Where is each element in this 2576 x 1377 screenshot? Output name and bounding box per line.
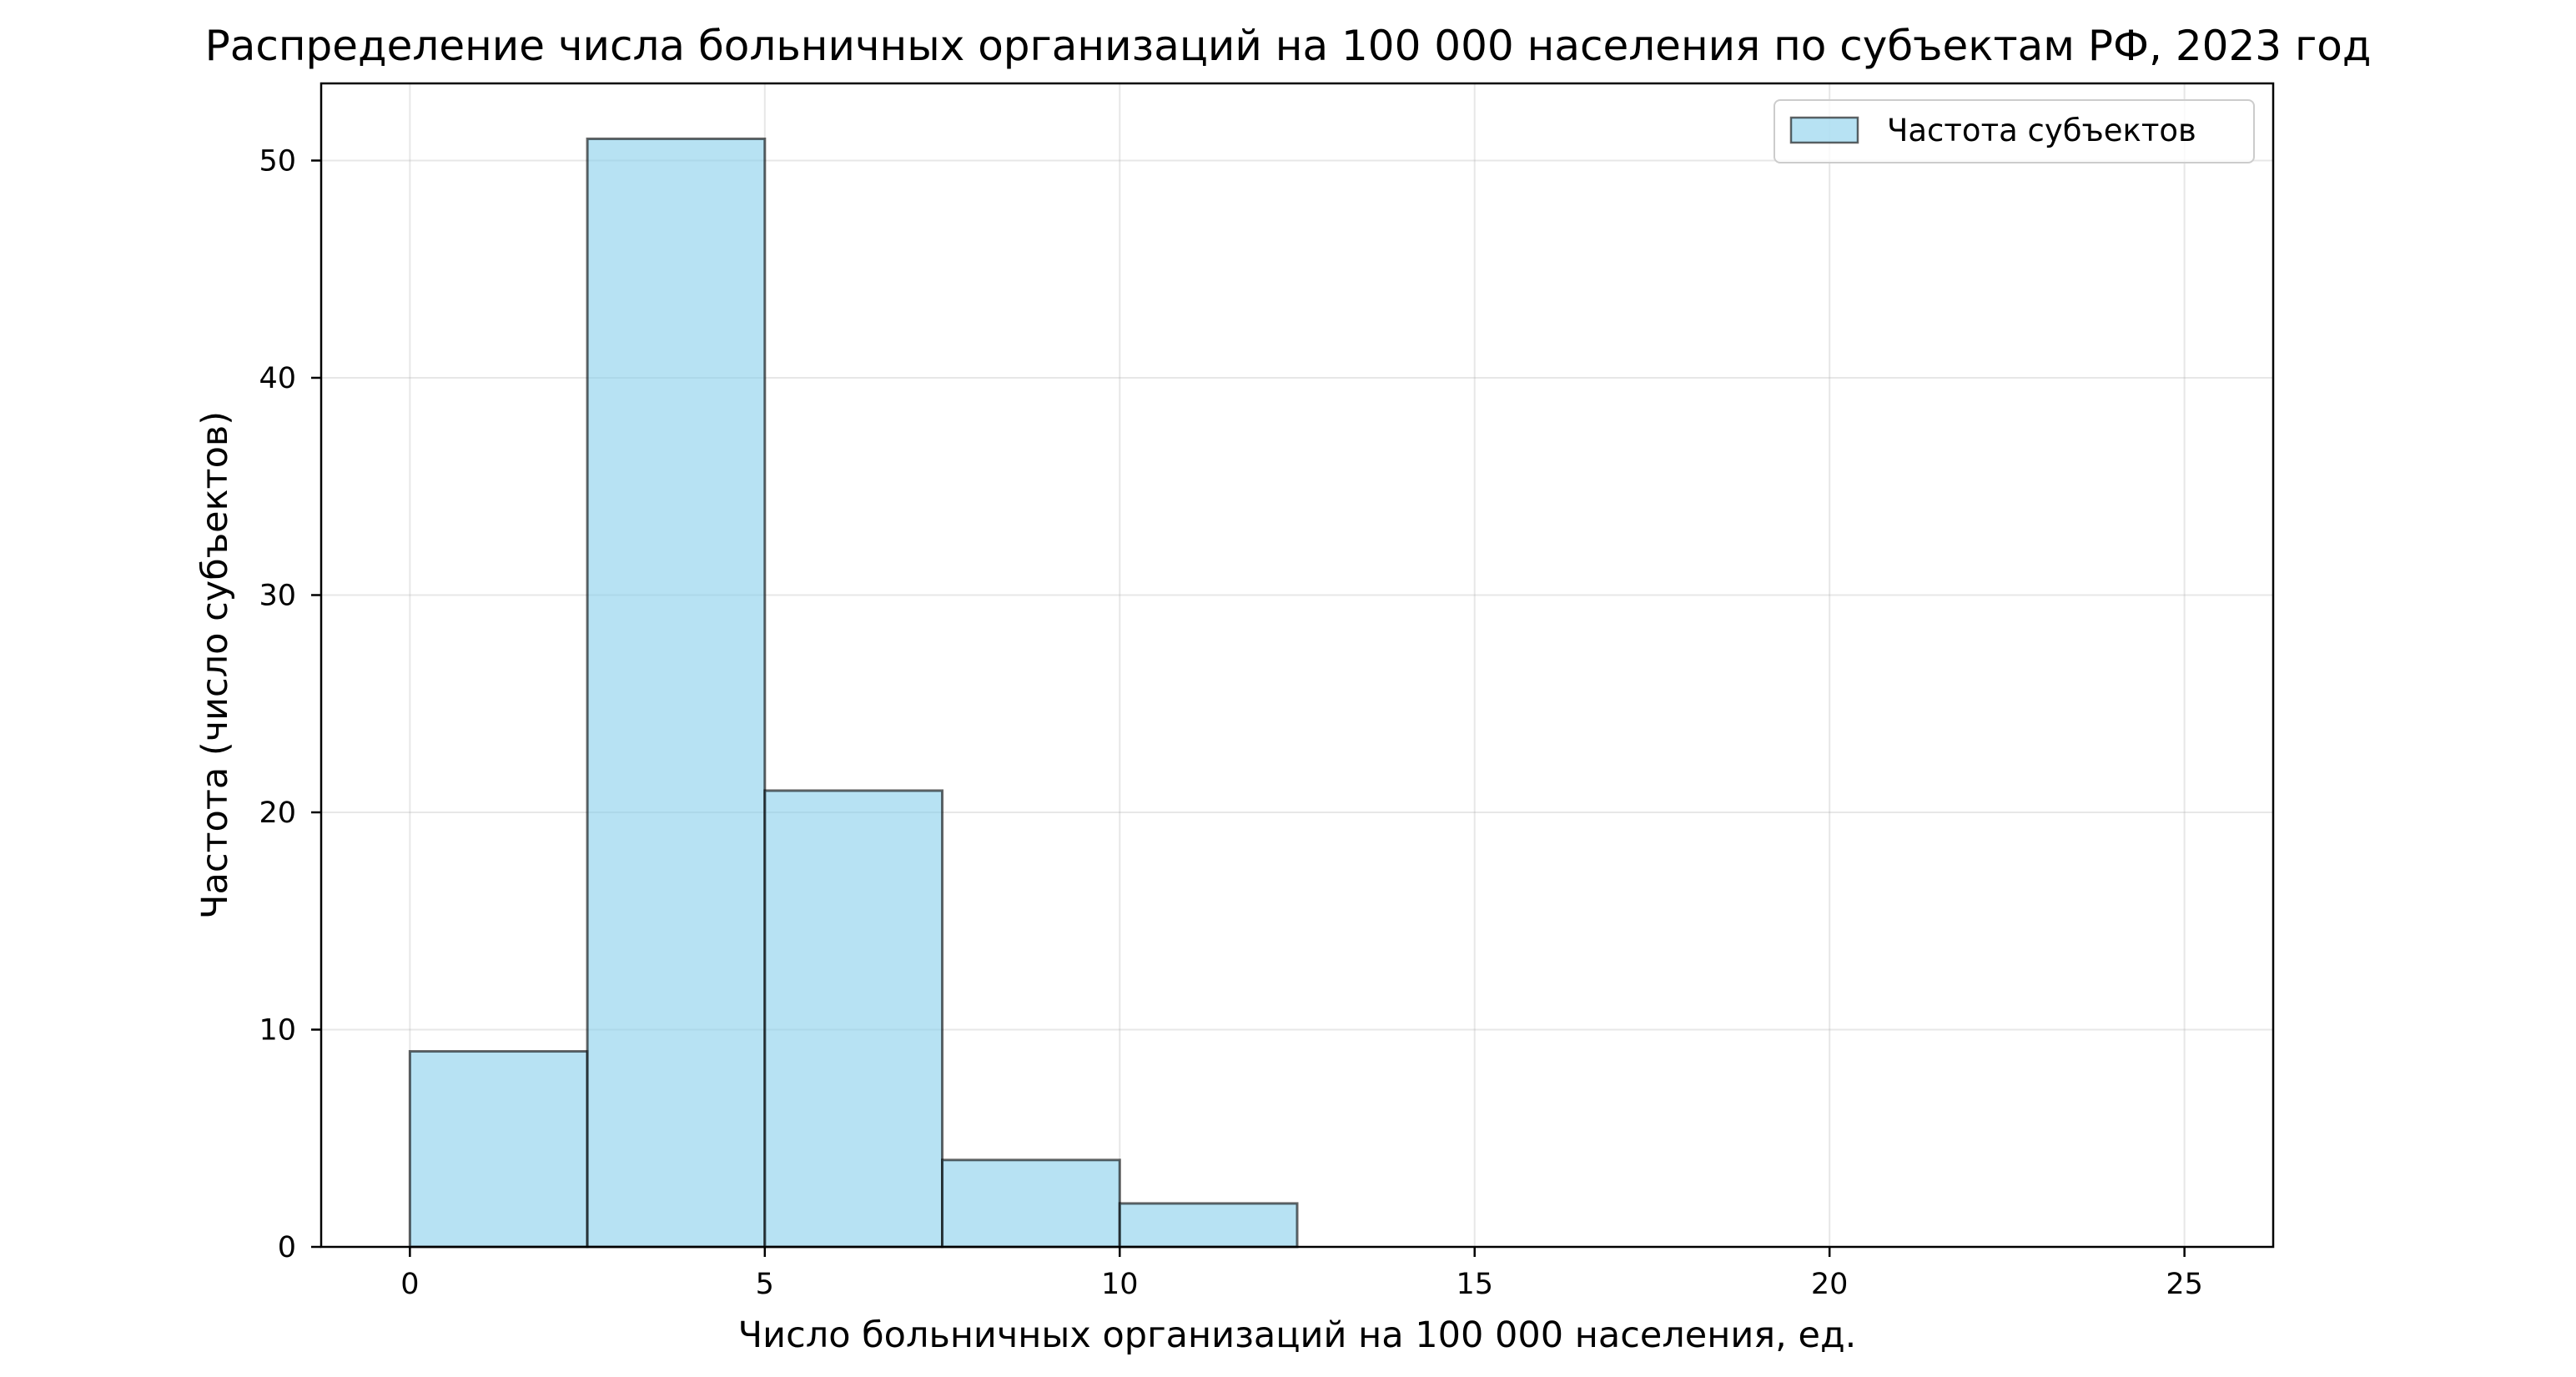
histogram-bar — [586, 137, 767, 1249]
y-tick-label: 40 — [259, 362, 296, 395]
legend-label: Частота субъектов — [1887, 113, 2196, 148]
x-tick-label: 20 — [1811, 1268, 1849, 1301]
legend: Частота субъектов — [1774, 99, 2255, 163]
histogram-bar — [941, 1158, 1121, 1249]
histogram-bar — [1118, 1202, 1299, 1249]
x-tick-label: 0 — [400, 1268, 419, 1301]
histogram-bar — [763, 789, 944, 1249]
y-tick-label: 50 — [259, 144, 296, 178]
legend-swatch — [1789, 116, 1859, 144]
x-tick-label: 25 — [2166, 1268, 2203, 1301]
histogram-bars — [408, 137, 1299, 1249]
axis-ticks: 0 5 10 15 20 25 0 10 20 30 40 50 — [259, 144, 2202, 1301]
y-axis-label: Частота (число субъектов) — [194, 411, 236, 919]
legend-box — [1774, 99, 2255, 163]
x-tick-label: 15 — [1456, 1268, 1493, 1301]
chart-title: Распределение числа больничных организац… — [205, 22, 2372, 70]
y-tick-label: 30 — [259, 579, 296, 612]
plot-area-frame — [319, 82, 2275, 1249]
x-axis-label: Число больничных организаций на 100 000 … — [738, 1314, 1857, 1356]
histogram-bar — [408, 1050, 589, 1249]
x-tick-label: 5 — [756, 1268, 774, 1301]
x-tick-label: 10 — [1101, 1268, 1139, 1301]
y-tick-label: 20 — [259, 797, 296, 830]
y-tick-label: 0 — [278, 1231, 296, 1264]
y-tick-label: 10 — [259, 1013, 296, 1047]
